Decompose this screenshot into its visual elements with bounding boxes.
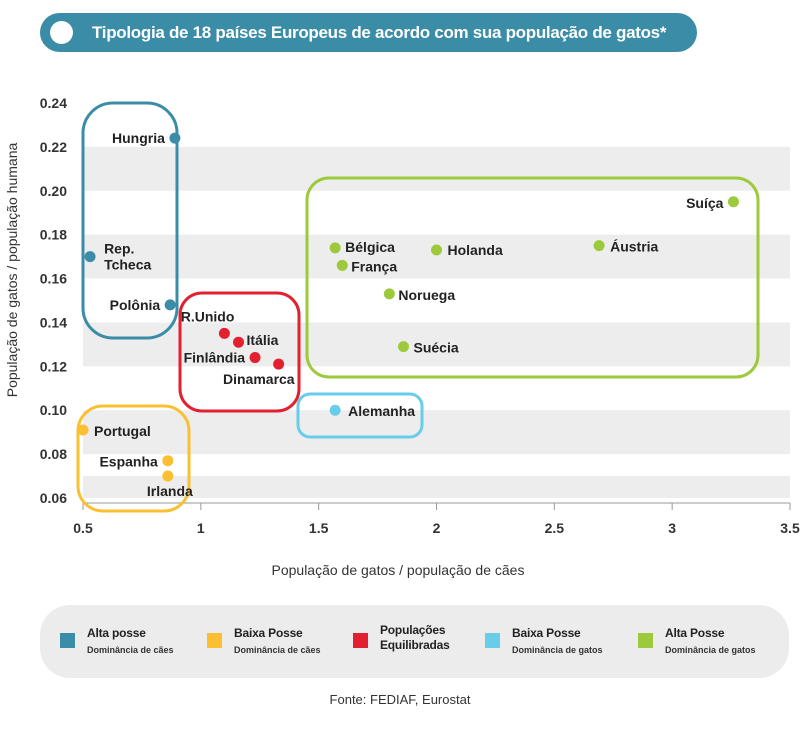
legend-swatch-baixa-posse-caes <box>207 633 222 648</box>
legend-label: Populações Equilibradas <box>380 623 450 652</box>
data-point <box>218 327 230 339</box>
data-label: França <box>351 258 397 274</box>
y-tick-label: 0.14 <box>40 314 67 330</box>
data-label: Suécia <box>414 340 459 356</box>
legend-label: Baixa Posse <box>512 626 581 640</box>
data-label: Irlanda <box>147 483 193 499</box>
data-label: Bélgica <box>345 239 395 255</box>
y-tick-label: 0.16 <box>40 271 67 287</box>
legend-label: Baixa Posse <box>234 626 303 640</box>
y-tick-label: 0.08 <box>40 446 67 462</box>
data-point <box>336 259 348 271</box>
y-tick-label: 0.24 <box>40 95 67 111</box>
y-tick-label: 0.12 <box>40 358 67 374</box>
data-point <box>593 240 605 252</box>
data-label: Áustria <box>610 239 658 255</box>
y-tick-label: 0.22 <box>40 139 67 155</box>
data-label: Suíça <box>686 195 724 211</box>
data-point <box>84 251 96 263</box>
data-point <box>273 358 285 370</box>
legend-label: Alta Posse <box>665 626 725 640</box>
data-label: Holanda <box>448 242 503 258</box>
data-point <box>383 288 395 300</box>
data-label: Polônia <box>110 297 161 313</box>
data-label: Alemanha <box>348 403 415 419</box>
grid-band <box>83 410 790 455</box>
data-point <box>162 455 174 467</box>
legend-sublabel: Dominância de cães <box>87 645 174 655</box>
data-point <box>431 244 442 256</box>
data-point <box>233 336 245 348</box>
data-point <box>77 424 89 436</box>
source-note: Fonte: FEDIAF, Eurostat <box>329 692 471 707</box>
x-tick-label: 1 <box>197 520 205 536</box>
chart-title: Tipologia de 18 países Europeus de acord… <box>92 23 667 42</box>
data-point <box>169 132 181 144</box>
legend-sublabel: Dominância de gatos <box>665 645 756 655</box>
data-point <box>164 299 176 311</box>
data-label-line: Rep. <box>104 241 134 257</box>
grid-band <box>83 146 790 191</box>
x-tick-label: 2.5 <box>545 520 565 536</box>
group-outline-alta-posse-caes <box>81 101 179 340</box>
scatter-chart: 0.06 0.08 0.10 0.12 0.14 0.16 0.18 0.20 0.22 0.24… <box>4 95 800 578</box>
group-outline-alta-posse-gatos <box>305 176 760 379</box>
data-label: Noruega <box>398 287 455 303</box>
legend-sublabel: Dominância de cães <box>234 645 321 655</box>
group-outline-baixa-posse-gatos <box>296 392 424 439</box>
legend-swatch-alta-posse-gatos <box>638 633 653 648</box>
legend-swatch-alta-posse-caes <box>60 633 75 648</box>
group-outline-baixa-posse-caes <box>76 404 191 513</box>
legend-swatch-equilibradas <box>353 633 368 648</box>
grid-band <box>83 322 790 367</box>
data-label: Portugal <box>94 423 151 439</box>
y-tick-label: 0.10 <box>40 402 67 418</box>
x-tick-label: 3.5 <box>780 520 800 536</box>
title-bar: Tipologia de 18 países Europeus de acord… <box>40 13 697 52</box>
data-label: Itália <box>247 332 279 348</box>
data-label: R.Unido <box>181 308 235 324</box>
data-point <box>727 196 739 208</box>
data-label: Hungria <box>112 130 165 146</box>
legend-swatch-baixa-posse-gatos <box>485 633 500 648</box>
data-point <box>162 470 174 482</box>
legend-label: Alta posse <box>87 626 146 640</box>
legend-sublabel: Dominância de gatos <box>512 645 603 655</box>
title-circle-icon <box>50 21 73 44</box>
y-tick-label: 0.18 <box>40 227 67 243</box>
grid-band <box>83 234 790 279</box>
data-label: Finlândia <box>184 350 246 366</box>
x-tick-label: 2 <box>433 520 441 536</box>
y-tick-label: 0.06 <box>40 490 67 506</box>
legend: Alta posse Dominância de cães Baixa Poss… <box>40 605 789 678</box>
data-point <box>329 242 341 254</box>
x-tick-label: 3 <box>668 520 676 536</box>
group-outline-equilibradas <box>178 291 301 413</box>
x-tick-label: 1.5 <box>309 520 329 536</box>
data-label-line: Tcheca <box>104 257 151 273</box>
data-label: Espanha <box>99 454 158 470</box>
data-point <box>249 352 261 364</box>
x-axis-title: População de gatos / população de cães <box>272 562 525 578</box>
y-tick-label: 0.20 <box>40 183 67 199</box>
data-point <box>329 404 341 416</box>
data-label: Rep. Tcheca <box>104 241 151 273</box>
x-tick-label: 0.5 <box>73 520 93 536</box>
data-label: Dinamarca <box>223 371 295 387</box>
y-axis-title: População de gatos / população humana <box>4 143 20 398</box>
grid-band <box>83 476 790 498</box>
data-point <box>398 341 410 353</box>
